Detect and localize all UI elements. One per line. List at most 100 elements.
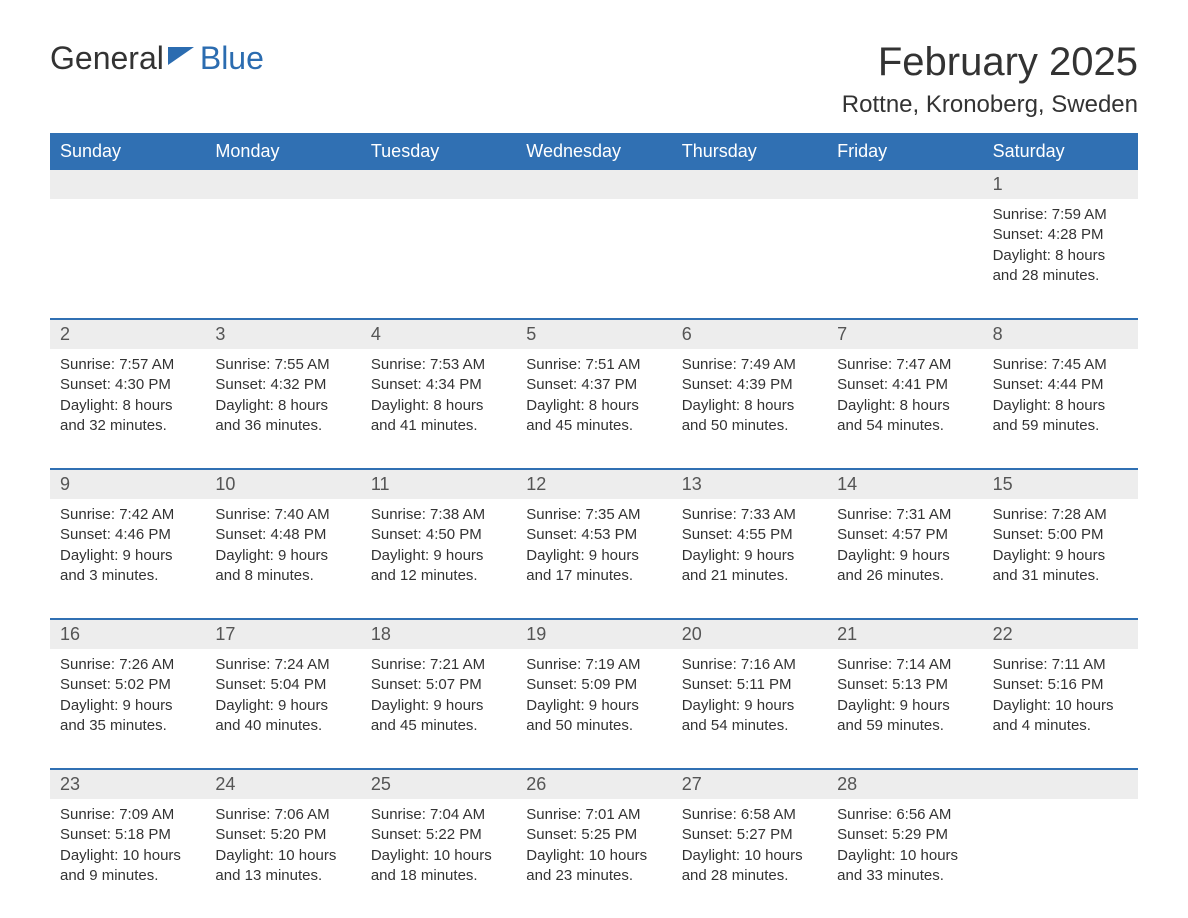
daylight-text: and 45 minutes. — [526, 416, 661, 436]
daylight-text: Daylight: 9 hours — [215, 546, 350, 566]
day-number: 8 — [983, 320, 1138, 349]
day-cell — [50, 199, 205, 290]
sunset-text: Sunset: 4:50 PM — [371, 525, 506, 545]
day-cell: Sunrise: 7:55 AMSunset: 4:32 PMDaylight:… — [205, 349, 360, 440]
sunset-text: Sunset: 4:39 PM — [682, 375, 817, 395]
sunset-text: Sunset: 5:27 PM — [682, 825, 817, 845]
day-cell: Sunrise: 7:35 AMSunset: 4:53 PMDaylight:… — [516, 499, 671, 590]
day-number: 9 — [50, 470, 205, 499]
day-cell: Sunrise: 6:58 AMSunset: 5:27 PMDaylight:… — [672, 799, 827, 890]
sunset-text: Sunset: 5:20 PM — [215, 825, 350, 845]
day-cell: Sunrise: 7:47 AMSunset: 4:41 PMDaylight:… — [827, 349, 982, 440]
daylight-text: and 4 minutes. — [993, 716, 1128, 736]
sunrise-text: Sunrise: 7:33 AM — [682, 505, 817, 525]
sunrise-text: Sunrise: 7:26 AM — [60, 655, 195, 675]
daylight-text: Daylight: 9 hours — [60, 546, 195, 566]
daylight-text: Daylight: 10 hours — [682, 846, 817, 866]
sunrise-text: Sunrise: 7:45 AM — [993, 355, 1128, 375]
week-row: 232425262728Sunrise: 7:09 AMSunset: 5:18… — [50, 768, 1138, 890]
sunset-text: Sunset: 5:16 PM — [993, 675, 1128, 695]
daylight-text: Daylight: 8 hours — [682, 396, 817, 416]
day-number: 25 — [361, 770, 516, 799]
flag-icon — [168, 40, 194, 77]
sunrise-text: Sunrise: 7:31 AM — [837, 505, 972, 525]
sunrise-text: Sunrise: 7:04 AM — [371, 805, 506, 825]
day-number: 16 — [50, 620, 205, 649]
sunset-text: Sunset: 5:00 PM — [993, 525, 1128, 545]
day-number: 7 — [827, 320, 982, 349]
day-cell: Sunrise: 7:28 AMSunset: 5:00 PMDaylight:… — [983, 499, 1138, 590]
daylight-text: and 8 minutes. — [215, 566, 350, 586]
day-cell — [672, 199, 827, 290]
weekday-header: Monday — [205, 133, 360, 170]
daylight-text: Daylight: 10 hours — [993, 696, 1128, 716]
week-row: 2345678Sunrise: 7:57 AMSunset: 4:30 PMDa… — [50, 318, 1138, 440]
sunrise-text: Sunrise: 7:11 AM — [993, 655, 1128, 675]
sunset-text: Sunset: 5:11 PM — [682, 675, 817, 695]
daylight-text: and 23 minutes. — [526, 866, 661, 886]
day-number: 15 — [983, 470, 1138, 499]
daylight-text: and 33 minutes. — [837, 866, 972, 886]
daylight-text: Daylight: 9 hours — [215, 696, 350, 716]
sunrise-text: Sunrise: 7:24 AM — [215, 655, 350, 675]
sunset-text: Sunset: 4:44 PM — [993, 375, 1128, 395]
daylight-text: and 36 minutes. — [215, 416, 350, 436]
sunrise-text: Sunrise: 7:49 AM — [682, 355, 817, 375]
daylight-text: and 32 minutes. — [60, 416, 195, 436]
daylight-text: Daylight: 8 hours — [837, 396, 972, 416]
sunrise-text: Sunrise: 7:01 AM — [526, 805, 661, 825]
daylight-text: and 21 minutes. — [682, 566, 817, 586]
day-cell — [516, 199, 671, 290]
sunrise-text: Sunrise: 7:55 AM — [215, 355, 350, 375]
daylight-text: and 54 minutes. — [682, 716, 817, 736]
daylight-text: and 3 minutes. — [60, 566, 195, 586]
sunrise-text: Sunrise: 7:57 AM — [60, 355, 195, 375]
day-cell: Sunrise: 7:24 AMSunset: 5:04 PMDaylight:… — [205, 649, 360, 740]
sunset-text: Sunset: 4:55 PM — [682, 525, 817, 545]
day-number: 6 — [672, 320, 827, 349]
day-cell — [205, 199, 360, 290]
day-cell: Sunrise: 7:33 AMSunset: 4:55 PMDaylight:… — [672, 499, 827, 590]
day-cell — [361, 199, 516, 290]
daylight-text: Daylight: 9 hours — [60, 696, 195, 716]
daylight-text: Daylight: 8 hours — [371, 396, 506, 416]
sunrise-text: Sunrise: 7:35 AM — [526, 505, 661, 525]
daylight-text: and 12 minutes. — [371, 566, 506, 586]
daylight-text: and 41 minutes. — [371, 416, 506, 436]
sunrise-text: Sunrise: 7:40 AM — [215, 505, 350, 525]
day-number: 11 — [361, 470, 516, 499]
day-cell: Sunrise: 7:04 AMSunset: 5:22 PMDaylight:… — [361, 799, 516, 890]
day-number: 24 — [205, 770, 360, 799]
daylight-text: Daylight: 8 hours — [60, 396, 195, 416]
sunset-text: Sunset: 4:53 PM — [526, 525, 661, 545]
sunset-text: Sunset: 4:46 PM — [60, 525, 195, 545]
sunset-text: Sunset: 5:07 PM — [371, 675, 506, 695]
weekday-header: Thursday — [672, 133, 827, 170]
day-cell: Sunrise: 7:19 AMSunset: 5:09 PMDaylight:… — [516, 649, 671, 740]
day-cell: Sunrise: 7:09 AMSunset: 5:18 PMDaylight:… — [50, 799, 205, 890]
location-subtitle: Rottne, Kronoberg, Sweden — [842, 91, 1138, 119]
day-cell: Sunrise: 7:40 AMSunset: 4:48 PMDaylight:… — [205, 499, 360, 590]
day-number: 5 — [516, 320, 671, 349]
daylight-text: and 26 minutes. — [837, 566, 972, 586]
sunset-text: Sunset: 5:18 PM — [60, 825, 195, 845]
sunrise-text: Sunrise: 7:42 AM — [60, 505, 195, 525]
sunset-text: Sunset: 4:34 PM — [371, 375, 506, 395]
daylight-text: Daylight: 10 hours — [60, 846, 195, 866]
weekday-header: Wednesday — [516, 133, 671, 170]
day-number: 23 — [50, 770, 205, 799]
day-number — [50, 170, 205, 199]
daylight-text: Daylight: 9 hours — [993, 546, 1128, 566]
daynum-row: 9101112131415 — [50, 470, 1138, 499]
day-number: 4 — [361, 320, 516, 349]
day-cell: Sunrise: 7:38 AMSunset: 4:50 PMDaylight:… — [361, 499, 516, 590]
day-cell: Sunrise: 7:14 AMSunset: 5:13 PMDaylight:… — [827, 649, 982, 740]
daylight-text: and 17 minutes. — [526, 566, 661, 586]
day-number: 22 — [983, 620, 1138, 649]
day-number: 14 — [827, 470, 982, 499]
logo-word2: Blue — [200, 40, 264, 77]
daylight-text: Daylight: 8 hours — [526, 396, 661, 416]
day-number: 2 — [50, 320, 205, 349]
weekday-header: Sunday — [50, 133, 205, 170]
week-row: 1Sunrise: 7:59 AMSunset: 4:28 PMDaylight… — [50, 170, 1138, 290]
